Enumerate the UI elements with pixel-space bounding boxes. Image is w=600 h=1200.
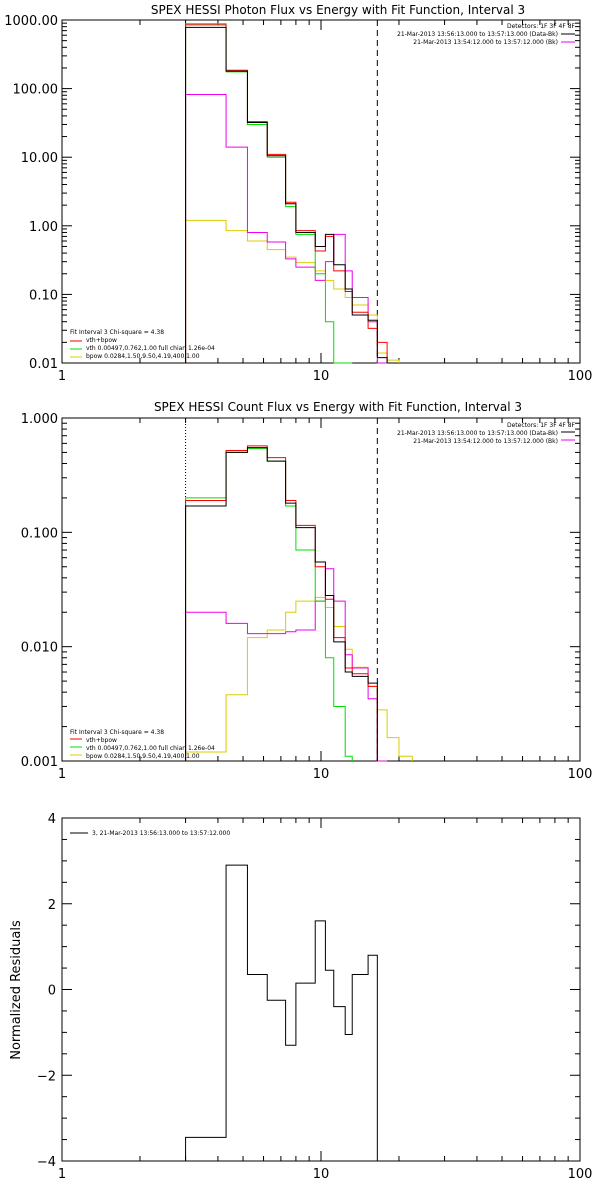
ylabel-residuals: Normalized Residuals: [9, 920, 24, 1060]
fit-interval-label-photon: Fit Interval 3 Chi-square = 4.38: [70, 329, 164, 336]
series-total: [185, 24, 388, 363]
y-tick-label: 1.000: [21, 412, 58, 427]
x-tick-label: 1: [58, 767, 66, 782]
y-tick-label: 0.10: [29, 288, 58, 303]
y-tick-label: 2: [48, 898, 56, 913]
chart-title-photon: SPEX HESSI Photon Flux vs Energy with Fi…: [151, 3, 525, 17]
x-tick-label: 10: [313, 369, 330, 384]
x-tick-label: 100: [568, 767, 593, 782]
series-bk: [185, 94, 388, 364]
y-tick-label: −2: [37, 1069, 56, 1084]
legend-vth-photon: vth 0.00497,0.762,1.00 full chian 1.26e-…: [86, 345, 215, 352]
y-tick-label: 0.01: [29, 357, 58, 372]
y-tick-label: 100.00: [13, 83, 59, 98]
series-vth: [185, 448, 353, 761]
y-tick-label: 1.00: [29, 220, 58, 235]
x-tick-label: 100: [568, 369, 593, 384]
legend-vth-count: vth 0.00497,0.762,1.00 full chian 1.26e-…: [86, 745, 215, 752]
y-tick-label: −4: [37, 1155, 56, 1170]
fit-interval-label-count: Fit Interval 3 Chi-square = 4.38: [70, 729, 164, 736]
series-data: [185, 447, 378, 761]
plot-frame-count: [61, 417, 581, 762]
chart-title-count: SPEX HESSI Count Flux vs Energy with Fit…: [154, 400, 522, 414]
plot-frame-residuals: [61, 817, 581, 1162]
y-tick-label: 0: [48, 984, 56, 999]
y-tick-label: 1000.00: [4, 14, 58, 29]
x-tick-label: 10: [313, 767, 330, 782]
x-tick-label: 10: [313, 1167, 330, 1182]
detectors-label-photon: Detectors: 1F 3F 4F 8F: [507, 23, 576, 30]
x-tick-label: 1: [58, 369, 66, 384]
series-bk: [185, 568, 388, 762]
legend-vthbpow-photon: vth+bpow: [86, 337, 117, 344]
plot-frame-photon: [61, 19, 581, 364]
legend-bpow-count: bpow 0.0284,1.50,9.50,4.19,400,1.00: [86, 753, 200, 760]
detectors-label-count: Detectors: 1F 3F 4F 8F: [507, 422, 576, 429]
y-tick-label: 0.100: [21, 526, 58, 541]
count-flux-plot: 1 10 100 0.001 0.010 0.100 1.000: [21, 412, 593, 782]
photon-flux-plot: 1 10 100 0.01 0.10 1.00 10.00 100.00 1000.00: [4, 14, 592, 384]
y-tick-label: 10.00: [21, 151, 58, 166]
legend-vthbpow-count: vth+bpow: [86, 737, 117, 744]
series-bpow: [185, 596, 413, 761]
y-tick-label: 0.010: [21, 641, 58, 656]
data-interval-label-photon: 21-Mar-2013 13:56:13.000 to 13:57:13.000…: [397, 31, 558, 38]
y-tick-label: 0.001: [21, 755, 58, 770]
legend-bpow-photon: bpow 0.0284,1.50,9.50,4.19,400,1.00: [86, 353, 200, 360]
y-tick-label: 4: [48, 812, 56, 827]
bk-interval-label-count: 21-Mar-2013 13:54:12.000 to 13:57:12.000…: [413, 438, 558, 445]
x-tick-label: 1: [58, 1167, 66, 1182]
series-bpow: [185, 219, 400, 363]
series-total: [185, 445, 378, 761]
series-data: [185, 864, 378, 1161]
x-tick-label: 100: [568, 1167, 593, 1182]
data-interval-label-count: 21-Mar-2013 13:56:13.000 to 13:57:13.000…: [397, 430, 558, 437]
residuals-plot: 1 10 100 −4 −2 0 2 4: [37, 812, 593, 1182]
residuals-legend-label: 3, 21-Mar-2013 13:56:13.000 to 13:57:12.…: [92, 830, 230, 837]
series-vth: [185, 23, 353, 364]
bk-interval-label-photon: 21-Mar-2013 13:54:12.000 to 13:57:12.000…: [413, 39, 558, 46]
series-data: [185, 26, 388, 363]
